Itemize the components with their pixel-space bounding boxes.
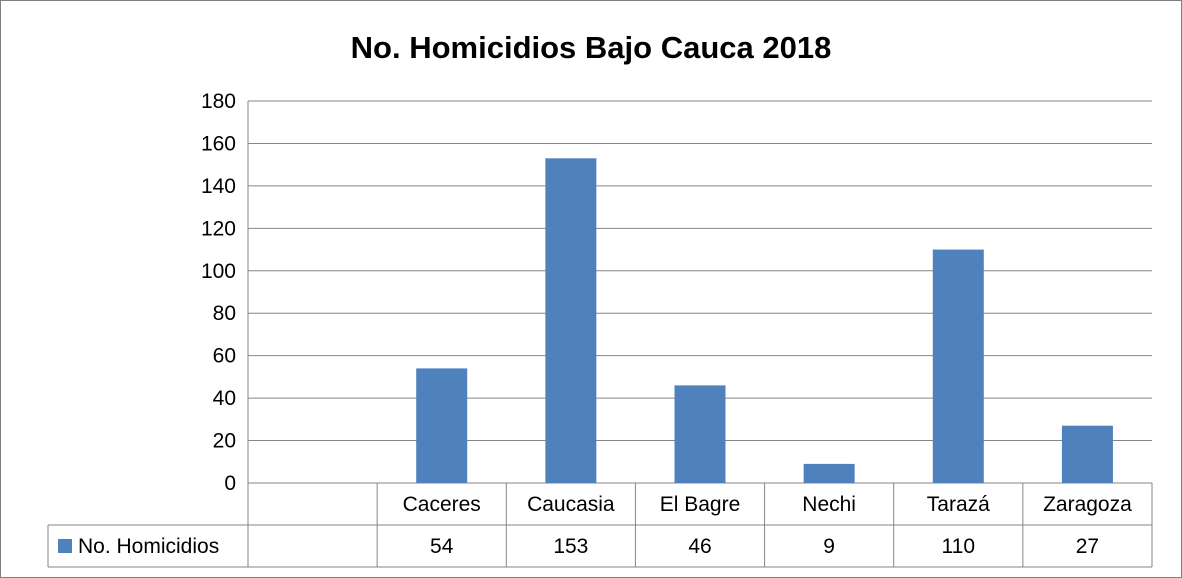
- bar: [416, 368, 468, 483]
- bar: [545, 158, 597, 484]
- category-label: Caceres: [403, 493, 481, 516]
- category-label: Nechi: [802, 493, 856, 516]
- data-label: 54: [430, 535, 454, 558]
- chart-title: No. Homicidios Bajo Cauca 2018: [351, 30, 832, 65]
- data-table: Caceres 54 Caucasia 153 El Bagre 46 Nechi 9 Tara…: [47, 483, 1153, 568]
- legend-series-name: No. Homicidios: [78, 535, 219, 558]
- y-tick-label: 40: [213, 387, 236, 410]
- y-tick-label: 140: [201, 175, 236, 198]
- data-label: 153: [553, 535, 588, 558]
- bar: [1061, 425, 1113, 483]
- y-tick-label: 100: [201, 260, 236, 283]
- y-tick-label: 80: [213, 302, 236, 325]
- category-label: Tarazá: [927, 493, 990, 516]
- category-label: Caucasia: [527, 493, 615, 516]
- bar: [803, 463, 855, 483]
- data-label: 9: [823, 535, 835, 558]
- y-axis-tick-labels: 0 20 40 60 80 100 120 140 160 180: [201, 90, 236, 495]
- y-tick-label: 20: [213, 430, 236, 453]
- data-label: 110: [942, 535, 975, 558]
- y-tick-label: 60: [213, 345, 236, 368]
- bar: [674, 385, 726, 483]
- y-tick-label: 0: [224, 472, 236, 495]
- gridlines: [247, 100, 1152, 484]
- legend-swatch: [58, 539, 72, 553]
- category-label: El Bagre: [660, 493, 741, 516]
- category-label: Zaragoza: [1043, 493, 1132, 516]
- data-label: 46: [688, 535, 711, 558]
- bars: [416, 158, 1113, 484]
- y-tick-label: 180: [201, 90, 236, 113]
- y-tick-label: 120: [201, 217, 236, 240]
- bar: [932, 249, 984, 483]
- data-label: 27: [1076, 535, 1099, 558]
- y-tick-label: 160: [201, 132, 236, 155]
